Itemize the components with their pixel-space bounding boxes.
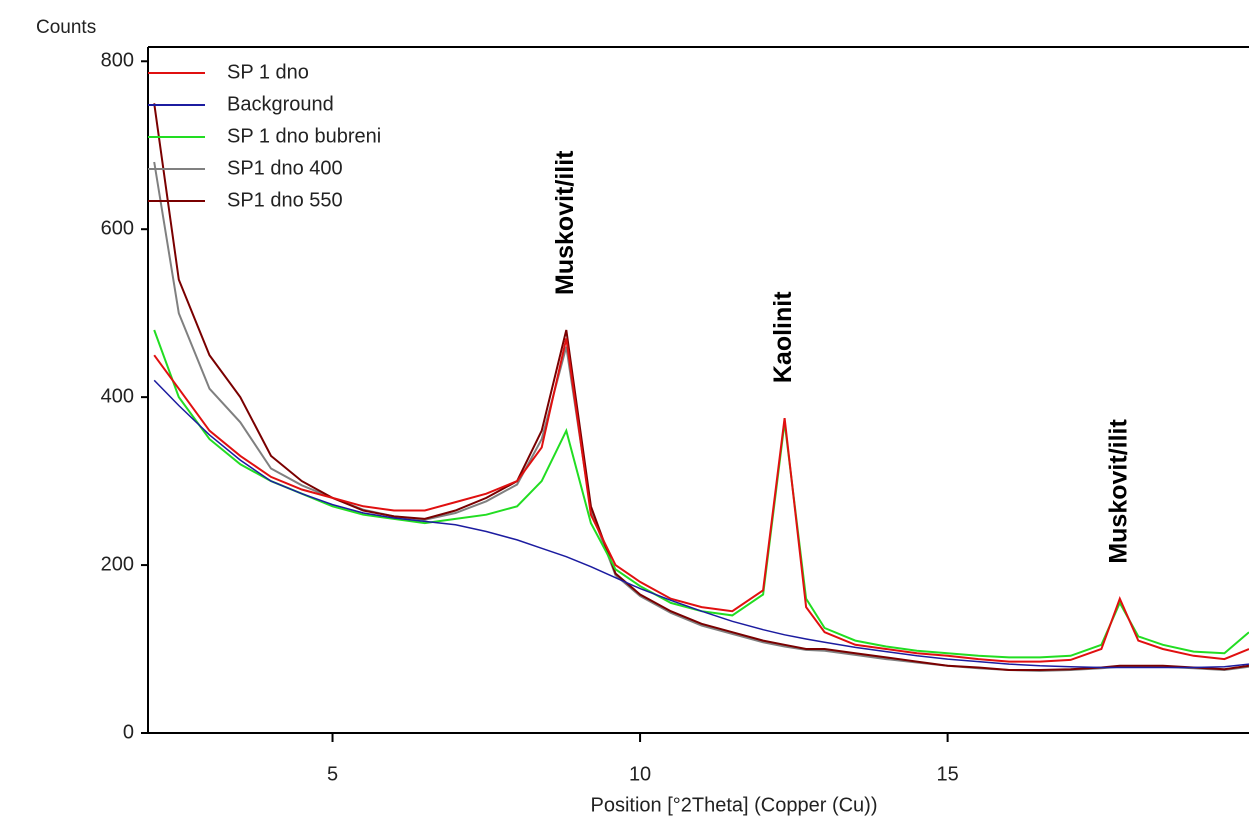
y-tick-label: 0 [123, 721, 134, 743]
annotation: Kaolinit [769, 291, 797, 383]
x-tick-label: 10 [629, 763, 651, 785]
legend-label: SP 1 dno bubreni [227, 125, 381, 147]
y-tick-label: 200 [101, 553, 134, 575]
series-line [153, 103, 1249, 671]
annotation: Muskovit/ilit [1104, 419, 1132, 564]
y-axis-label: Counts [36, 17, 96, 38]
annotation: Muskovit/ilit [551, 150, 579, 295]
legend-label: SP1 dno 400 [227, 157, 343, 179]
x-tick-label: 15 [936, 763, 958, 785]
x-tick-label: 5 [327, 763, 338, 785]
series-line [153, 161, 1249, 672]
x-axis-label: Position [°2Theta] (Copper (Cu)) [590, 794, 877, 816]
series-line [153, 338, 1249, 663]
y-tick-label: 400 [101, 385, 134, 407]
y-tick-label: 600 [101, 217, 134, 239]
y-tick-label: 800 [101, 50, 134, 72]
series-line [153, 379, 1249, 669]
legend-label: SP1 dno 550 [227, 189, 343, 211]
legend-label: Background [227, 93, 334, 115]
series-line [153, 329, 1249, 659]
legend-label: SP 1 dno [227, 61, 309, 83]
